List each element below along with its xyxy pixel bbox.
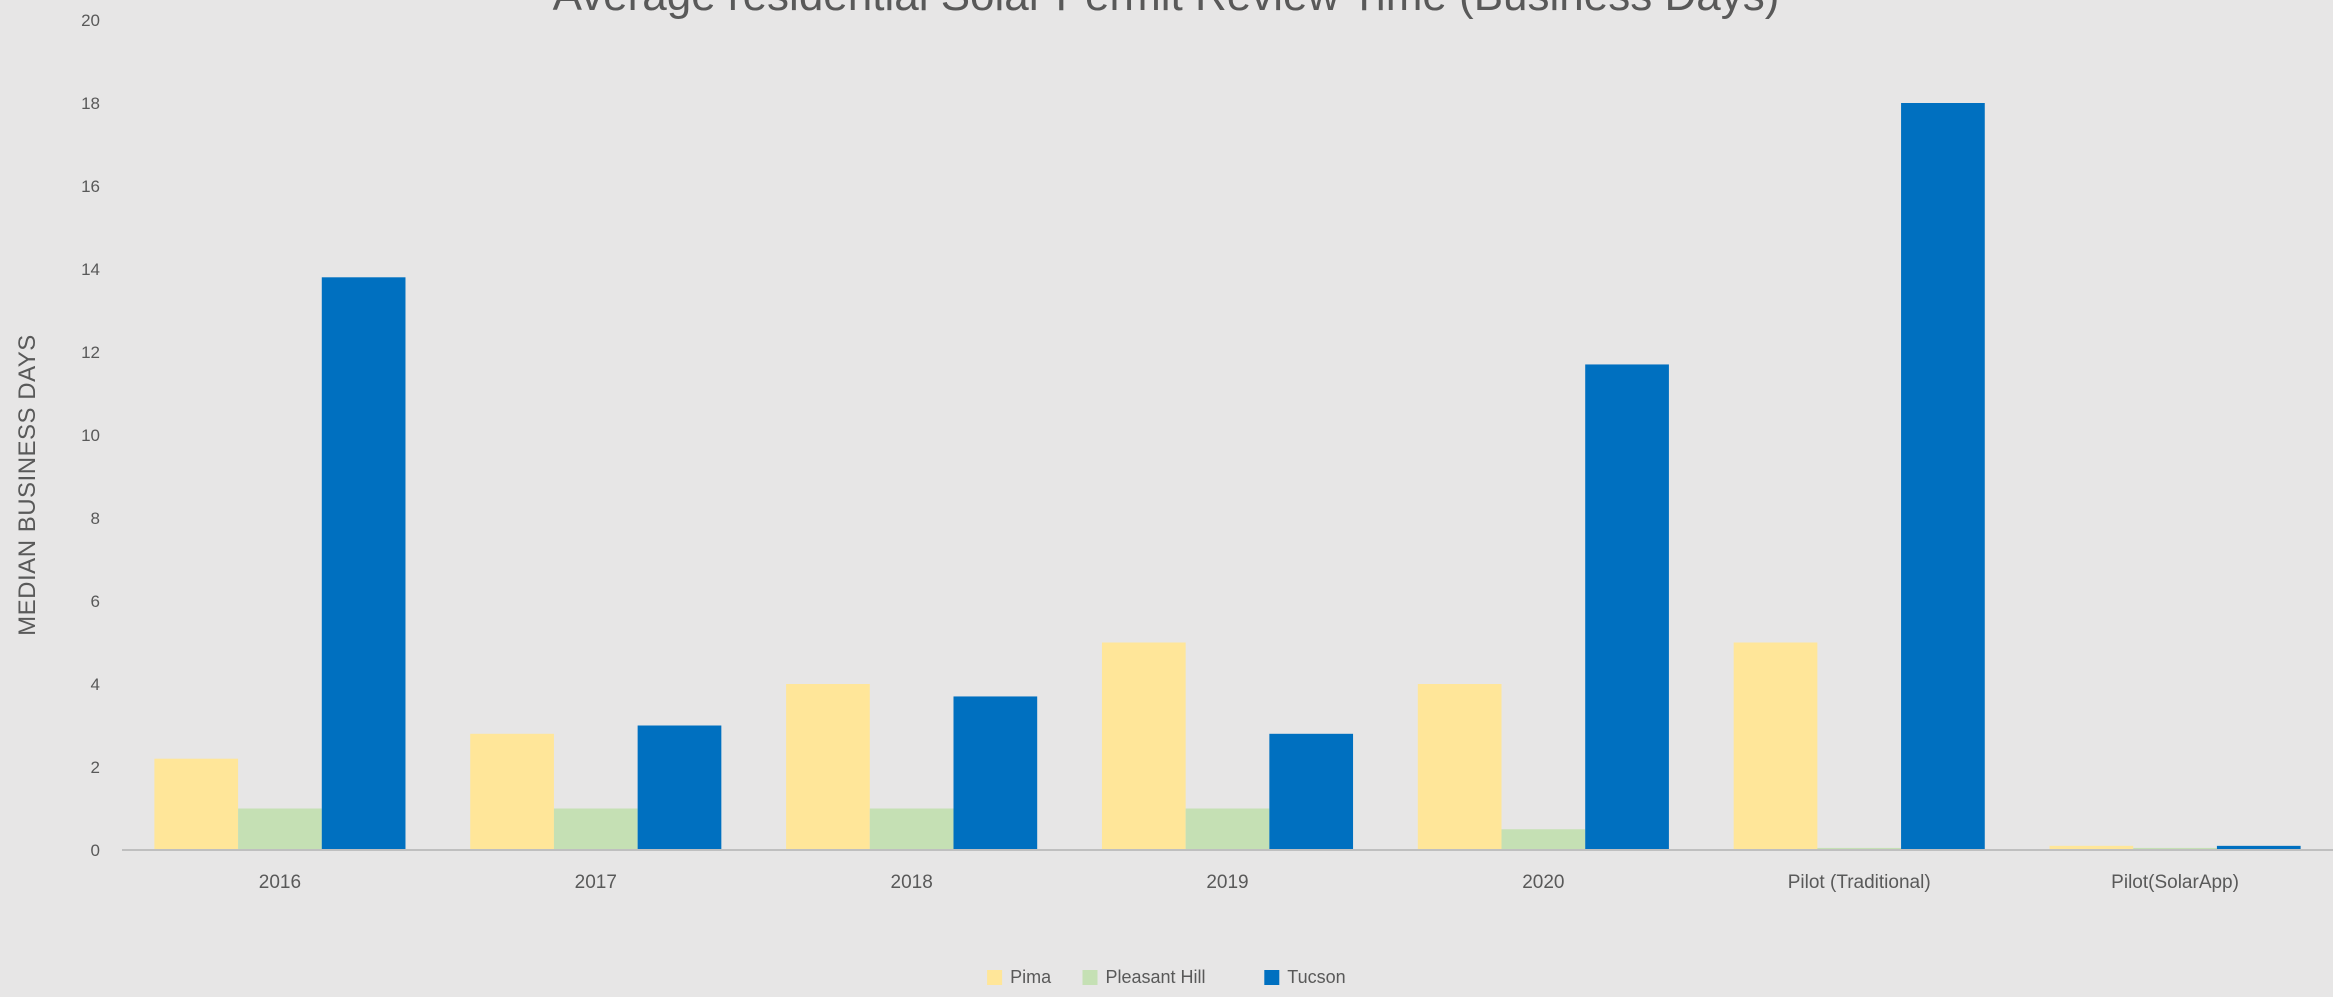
bar-tucson-pilot-solarapp- (2216, 845, 2301, 850)
bar-pleasant-hill-2016 (238, 808, 322, 850)
x-axis-labels: 2016 2017 2018 2019 2020 Pilot (Traditional) P… (259, 872, 2239, 893)
x-tick-label: 2017 (575, 872, 617, 893)
x-tick-label: 2016 (259, 872, 301, 893)
y-tick-label: 8 (91, 509, 100, 528)
x-tick-label: Pilot(SolarApp) (2111, 872, 2239, 893)
y-tick-label: 20 (81, 11, 100, 30)
y-tick-label: 4 (91, 675, 100, 694)
bar-pima-2016 (154, 758, 239, 850)
bar-pleasant-hill-2019 (1185, 808, 1270, 850)
bar-tucson-2019 (1269, 733, 1354, 850)
x-tick-label: 2020 (1522, 872, 1564, 893)
bar-tucson-2020 (1585, 364, 1669, 850)
bar-pima-2018 (786, 684, 870, 850)
bar-pleasant-hill-pilot-solarapp- (2133, 847, 2217, 850)
bar-tucson-2017 (637, 725, 722, 850)
bar-pleasant-hill-2017 (553, 808, 638, 850)
bar-pima-2019 (1101, 642, 1186, 850)
bar-pima-2020 (1417, 684, 1502, 850)
y-tick-label: 16 (81, 177, 100, 196)
legend-label: Pima (1010, 967, 1052, 987)
bar-tucson-pilot-traditional- (1901, 103, 1985, 850)
bar-pima-2017 (470, 733, 554, 850)
y-axis-ticks: 0 2 4 6 8 10 12 14 16 18 20 (81, 11, 100, 860)
y-tick-label: 2 (91, 758, 100, 777)
bar-pima-pilot-solarapp- (2049, 845, 2134, 850)
y-tick-label: 18 (81, 94, 100, 113)
x-tick-label: 2019 (1206, 872, 1248, 893)
legend-label: Tucson (1287, 967, 1345, 987)
bar-tucson-2016 (321, 277, 406, 850)
bar-tucson-2018 (953, 696, 1038, 850)
legend-label: Pleasant Hill (1106, 967, 1206, 987)
x-tick-label: 2018 (891, 872, 933, 893)
bar-pleasant-hill-pilot-traditional- (1817, 847, 1902, 850)
y-tick-label: 10 (81, 426, 100, 445)
legend: Pima Pleasant Hill Tucson (987, 967, 1346, 987)
bar-pima-pilot-traditional- (1733, 642, 1818, 850)
bar-pleasant-hill-2020 (1501, 829, 1586, 850)
y-tick-label: 0 (91, 841, 100, 860)
legend-swatch-pima (987, 970, 1003, 985)
legend-swatch-tucson (1264, 970, 1280, 985)
x-tick-label: Pilot (Traditional) (1788, 872, 1931, 893)
y-tick-label: 14 (81, 260, 100, 279)
chart-title: Average residential Solar Permit Review … (553, 0, 1780, 20)
bars (154, 103, 2301, 850)
bar-pleasant-hill-2018 (869, 808, 954, 850)
y-tick-label: 6 (91, 592, 100, 611)
legend-swatch-pleasant-hill (1082, 970, 1098, 985)
y-tick-label: 12 (81, 343, 100, 362)
y-axis-title: MEDIAN BUSINESS DAYS (14, 334, 41, 636)
